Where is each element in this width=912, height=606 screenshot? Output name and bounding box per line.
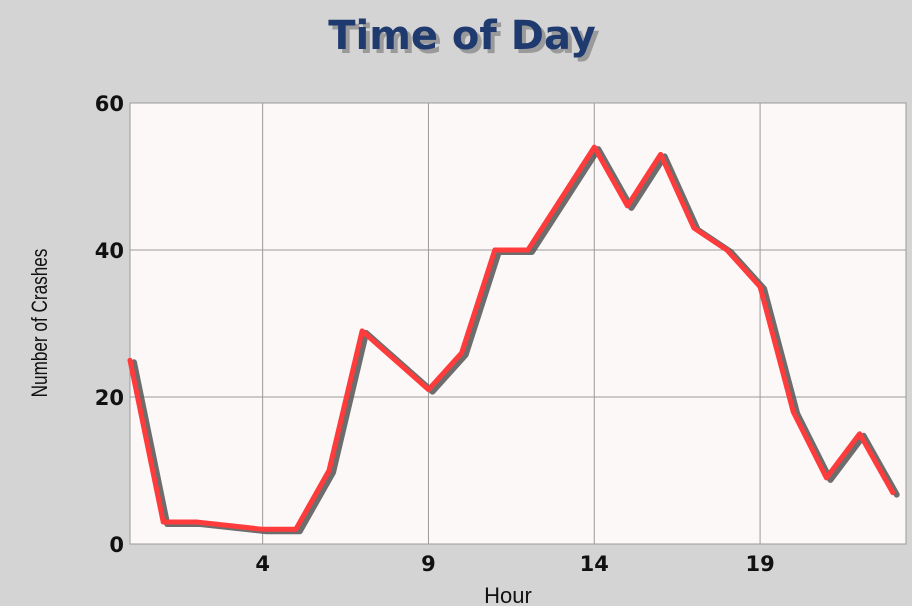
data-point-12 bbox=[525, 247, 531, 253]
data-point-0 bbox=[127, 358, 133, 363]
data-point-8 bbox=[393, 358, 398, 363]
data-point-7 bbox=[359, 328, 365, 334]
y-tick-label-40: 40 bbox=[95, 239, 124, 263]
series-0-line bbox=[127, 144, 896, 532]
data-point-21 bbox=[824, 475, 829, 481]
data-point-3 bbox=[227, 523, 232, 528]
data-point-23 bbox=[890, 490, 895, 495]
data-point-22 bbox=[857, 431, 862, 436]
data-point-10 bbox=[459, 350, 464, 356]
data-point-20 bbox=[791, 409, 796, 414]
data-point-9 bbox=[426, 387, 431, 392]
y-tick-label-0: 0 bbox=[109, 533, 124, 557]
x-tick-label-14: 14 bbox=[580, 552, 609, 576]
y-axis-label: Number of Crashes bbox=[28, 249, 53, 398]
x-axis-label: Hour bbox=[484, 583, 532, 606]
x-tick-label-9: 9 bbox=[421, 552, 436, 576]
data-point-19 bbox=[757, 284, 763, 289]
data-point-13 bbox=[558, 196, 564, 201]
chart-title: Time of Day bbox=[328, 13, 596, 59]
data-point-4 bbox=[260, 527, 265, 532]
plot-area bbox=[129, 102, 907, 545]
chart-title-shadow: Time of Day bbox=[332, 17, 600, 63]
data-point-15 bbox=[625, 203, 630, 209]
data-point-17 bbox=[691, 225, 696, 231]
data-point-1 bbox=[160, 519, 166, 525]
data-point-2 bbox=[194, 519, 199, 525]
data-point-14 bbox=[592, 144, 597, 150]
data-point-5 bbox=[293, 527, 299, 532]
x-tick-label-19: 19 bbox=[745, 552, 774, 576]
chart-title-group: Time of Day Time of Day bbox=[328, 13, 600, 63]
y-tick-label-20: 20 bbox=[95, 386, 124, 410]
y-tick-label-60: 60 bbox=[95, 92, 124, 116]
data-point-11 bbox=[492, 247, 497, 253]
x-tick-label-4: 4 bbox=[255, 552, 270, 576]
tick-labels: 0 20 40 60 4 9 14 19 bbox=[95, 92, 775, 576]
data-point-18 bbox=[724, 247, 730, 253]
series-layer bbox=[127, 144, 900, 535]
data-point-6 bbox=[326, 468, 332, 473]
data-point-16 bbox=[658, 152, 663, 157]
